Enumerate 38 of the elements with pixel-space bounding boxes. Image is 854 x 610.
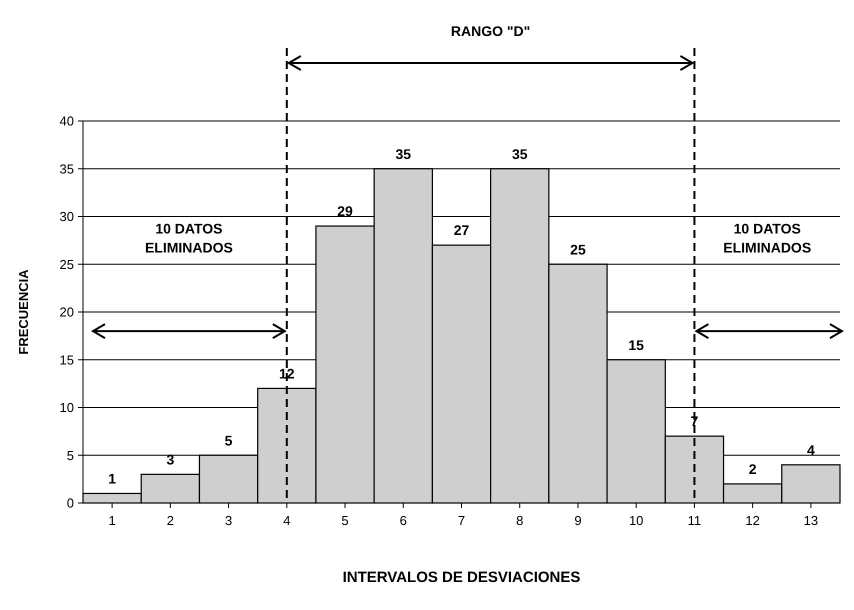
data-label: 2 xyxy=(748,460,757,477)
annotation: 10 DATOS ELIMINADOS xyxy=(723,220,812,256)
data-label: 35 xyxy=(512,146,528,162)
x-tick-label: 9 xyxy=(574,513,582,528)
x-tick-label: 1 xyxy=(108,513,116,528)
text: RANGO "D" xyxy=(450,23,530,39)
y-tick-label: 35 xyxy=(60,161,74,176)
y-tick-label: 25 xyxy=(60,256,74,272)
data-label: 1 xyxy=(108,470,116,486)
y-tick-label: 30 xyxy=(60,209,74,224)
data-label: 35 xyxy=(395,146,412,162)
data-label: 4 xyxy=(806,442,815,458)
y-tick-label: 0 xyxy=(66,496,74,511)
y-tick-label: 10 xyxy=(60,400,74,416)
x-tick-label: 4 xyxy=(283,513,290,528)
x-tick-label: 6 xyxy=(400,513,407,528)
x-tick-label: 3 xyxy=(224,513,232,528)
y-tick-label: 5 xyxy=(66,448,74,463)
y-tick-label: 20 xyxy=(60,304,74,320)
x-tick-label: 10 xyxy=(628,513,644,528)
x-tick-label: 7 xyxy=(458,513,466,528)
x-tick-label: 2 xyxy=(166,513,174,528)
x-tick-label: 11 xyxy=(688,513,702,528)
x-axis-title: INTERVALOS DE DESVIACIONES xyxy=(342,569,580,586)
y-axis-title: FRECUENCIA xyxy=(16,268,31,355)
data-label: 29 xyxy=(337,203,354,220)
x-tick-label: 5 xyxy=(341,513,349,528)
x-tick-label: 8 xyxy=(516,513,524,528)
data-label: 25 xyxy=(570,241,586,258)
data-label: 12 xyxy=(279,365,295,382)
annotation: 10 DATOS ELIMINADOS xyxy=(144,220,233,256)
x-tick-label: 13 xyxy=(804,513,818,528)
y-tick-label: 15 xyxy=(60,352,74,368)
x-tick-label: 12 xyxy=(745,513,760,528)
y-tick-label: 40 xyxy=(60,114,74,129)
data-label: 27 xyxy=(454,222,470,238)
data-label: 5 xyxy=(224,432,233,448)
data-label: 15 xyxy=(628,336,644,353)
